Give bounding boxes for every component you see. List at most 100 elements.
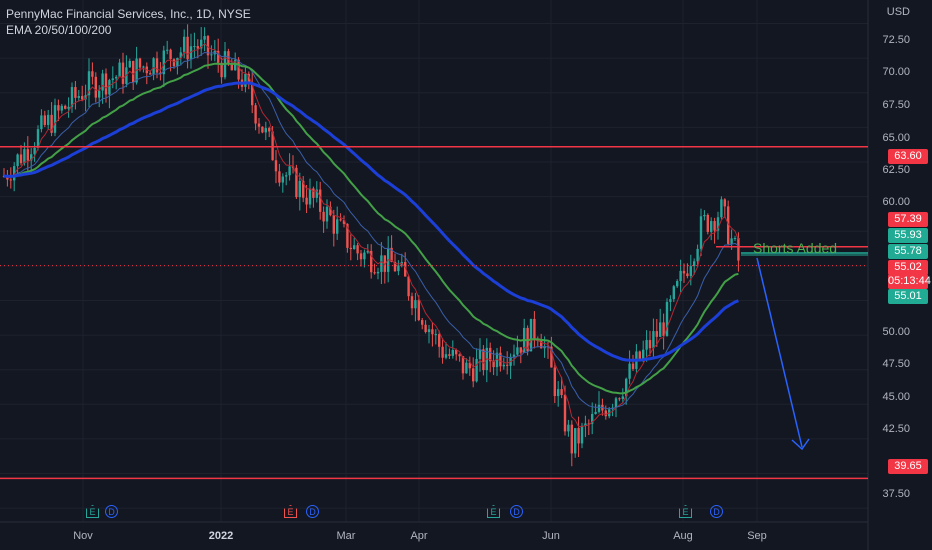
y-tick-label: 65.00 [882, 132, 910, 144]
dividend-event-icon[interactable]: D [710, 505, 723, 518]
candle-body [693, 261, 696, 267]
candle-body [723, 199, 726, 207]
candle-body [16, 154, 19, 167]
candle-body [325, 206, 329, 222]
candle-body [550, 346, 553, 368]
candle-body [336, 219, 339, 234]
candle-body [543, 346, 546, 349]
candle-body [682, 270, 686, 274]
candle-body [577, 428, 580, 444]
candle-body [672, 286, 675, 300]
candle-body [703, 214, 706, 217]
candle-body [111, 78, 114, 81]
candle-body [434, 334, 437, 336]
y-tick-label: 62.50 [882, 164, 910, 176]
candle-body [104, 73, 108, 95]
candle-body [203, 36, 206, 40]
y-tick-label: 50.00 [882, 326, 910, 338]
candle-body [308, 188, 312, 205]
candle-body [138, 58, 142, 68]
y-tick-label: 47.50 [882, 358, 910, 370]
dividend-event-icon[interactable]: D [306, 505, 319, 518]
candle-body [584, 423, 587, 426]
candle-body [560, 389, 563, 395]
y-tick-label: 67.50 [882, 99, 910, 111]
candle-body [166, 49, 169, 51]
candle-body [339, 219, 342, 221]
earnings-event-icon[interactable]: E [86, 505, 99, 518]
y-tick-label: 37.50 [882, 488, 910, 500]
candle-body [220, 62, 223, 78]
candle-body [662, 322, 665, 336]
candle-body [410, 296, 414, 309]
candle-body [295, 167, 298, 198]
x-tick-label: Aug [673, 530, 693, 542]
candle-body [155, 58, 159, 73]
candle-body [587, 423, 590, 425]
candle-body [540, 340, 543, 349]
candle-body [373, 272, 376, 274]
candle-body [84, 95, 87, 100]
candle-body [659, 322, 662, 337]
candle-body [625, 378, 628, 397]
candle-body [727, 206, 730, 244]
candle-body [489, 347, 492, 362]
x-tick-label: 2022 [208, 530, 234, 542]
candle-body [115, 76, 118, 79]
earnings-event-icon[interactable]: E [487, 505, 500, 518]
candle-body [431, 329, 434, 335]
candle-body [686, 273, 689, 277]
projection-arrow-head [791, 438, 810, 451]
candle-body [33, 147, 36, 155]
earnings-event-icon[interactable]: E [284, 505, 297, 518]
candle-body [50, 114, 53, 133]
candle-body [247, 73, 250, 85]
candle-body [77, 96, 80, 98]
candle-body [6, 176, 9, 180]
candle-body [380, 255, 383, 272]
candle-body [441, 346, 444, 358]
candle-body [376, 271, 380, 274]
candle-body [492, 361, 495, 368]
dividend-event-icon[interactable]: D [510, 505, 523, 518]
candle-body [424, 324, 427, 333]
candle-body [475, 358, 478, 382]
candle-body [26, 149, 29, 161]
y-tick-label: 42.50 [882, 423, 910, 435]
price-level-55-93: 55.93 [888, 228, 928, 243]
candle-body [642, 349, 645, 360]
candle-body [302, 180, 305, 198]
candle-body [397, 265, 400, 272]
candle-body [580, 425, 584, 444]
candle-body [733, 238, 737, 240]
candle-body [512, 354, 516, 357]
candle-body [570, 424, 573, 454]
candle-body [574, 428, 577, 454]
chart-title: PennyMac Financial Services, Inc., 1D, N… [6, 7, 251, 21]
candle-body [349, 247, 352, 250]
price-level-57-39: 57.39 [888, 212, 928, 227]
dividend-event-icon[interactable]: D [105, 505, 118, 518]
candle-body [244, 73, 247, 87]
candle-body [162, 50, 165, 75]
candle-body [268, 128, 271, 132]
candle-body [366, 250, 369, 253]
shorts-added-annotation[interactable]: Shorts Added [753, 240, 838, 256]
candle-body [710, 221, 713, 232]
candle-body [482, 349, 485, 371]
candle-body [393, 261, 397, 272]
candle-body [706, 214, 709, 232]
earnings-event-icon[interactable]: E [679, 505, 692, 518]
y-tick-label: 45.00 [882, 391, 910, 403]
candle-body [179, 52, 182, 58]
candle-body [346, 223, 349, 248]
candle-body [210, 54, 213, 56]
candle-body [101, 73, 104, 91]
candle-body [417, 300, 420, 321]
price-level-55-01: 55.01 [888, 289, 928, 304]
candle-body [315, 189, 318, 198]
x-tick-label: Apr [410, 530, 428, 542]
candle-body [196, 46, 199, 49]
candle-body [720, 199, 723, 218]
